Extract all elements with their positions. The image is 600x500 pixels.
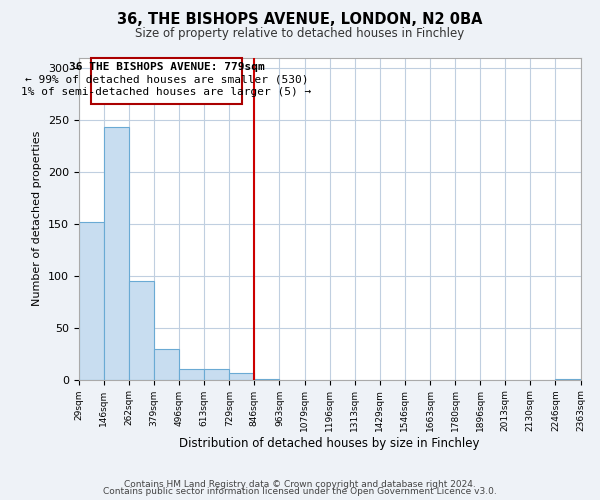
Text: 36, THE BISHOPS AVENUE, LONDON, N2 0BA: 36, THE BISHOPS AVENUE, LONDON, N2 0BA: [117, 12, 483, 28]
Text: 36 THE BISHOPS AVENUE: 779sqm: 36 THE BISHOPS AVENUE: 779sqm: [68, 62, 265, 72]
Bar: [154, 350, 179, 380]
Bar: [556, 378, 581, 380]
Bar: [104, 127, 129, 380]
Bar: [129, 281, 154, 380]
Bar: [179, 369, 204, 380]
Bar: [229, 374, 254, 380]
Text: ← 99% of detached houses are smaller (530): ← 99% of detached houses are smaller (53…: [25, 74, 308, 84]
FancyBboxPatch shape: [91, 58, 242, 104]
Bar: [79, 222, 104, 380]
X-axis label: Distribution of detached houses by size in Finchley: Distribution of detached houses by size …: [179, 437, 480, 450]
Text: Size of property relative to detached houses in Finchley: Size of property relative to detached ho…: [136, 28, 464, 40]
Text: 1% of semi-detached houses are larger (5) →: 1% of semi-detached houses are larger (5…: [22, 86, 311, 97]
Bar: [204, 369, 229, 380]
Y-axis label: Number of detached properties: Number of detached properties: [32, 131, 43, 306]
Text: Contains public sector information licensed under the Open Government Licence v3: Contains public sector information licen…: [103, 487, 497, 496]
Text: Contains HM Land Registry data © Crown copyright and database right 2024.: Contains HM Land Registry data © Crown c…: [124, 480, 476, 489]
Bar: [254, 378, 280, 380]
